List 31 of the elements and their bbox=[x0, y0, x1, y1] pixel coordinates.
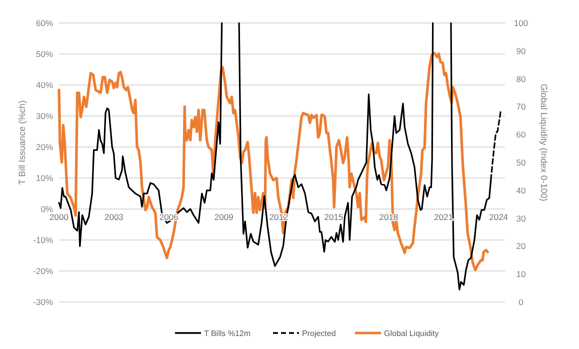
x-tick-label: 2015 bbox=[324, 212, 344, 222]
y-axis-title: T Bill Issuance (%ch) bbox=[17, 100, 27, 185]
y-tick-label: 30% bbox=[36, 110, 54, 121]
legend-label: Global Liquidity bbox=[384, 328, 439, 338]
y2-tick-label: 80 bbox=[516, 74, 526, 84]
legend-label: T Bills %12m bbox=[204, 328, 251, 338]
y2-tick-label: 30 bbox=[516, 213, 526, 224]
y2-tick-label: 70 bbox=[516, 102, 526, 112]
y2-tick-label: 60 bbox=[516, 130, 526, 140]
y-tick-label: 60% bbox=[36, 18, 54, 28]
y2-tick-label: 100 bbox=[514, 18, 528, 28]
y2-tick-label: 90 bbox=[516, 46, 526, 56]
legend-label: Projected bbox=[302, 328, 336, 338]
x-tick-label: 2024 bbox=[489, 212, 508, 222]
y2-tick-label: 10 bbox=[516, 269, 526, 280]
y-tick-label: -20% bbox=[33, 266, 54, 276]
y-tick-label: 50% bbox=[36, 48, 54, 59]
y-tick-label: 10% bbox=[36, 172, 54, 183]
x-tick-label: 2000 bbox=[50, 212, 69, 222]
y-tick-label: 20% bbox=[36, 142, 54, 152]
y2-tick-label: 20 bbox=[516, 241, 526, 252]
y2-tick-label: 40 bbox=[516, 185, 526, 196]
x-tick-label: 2003 bbox=[104, 212, 124, 222]
y2-tick-label: 50 bbox=[516, 157, 526, 168]
y2-axis-title: Global Liquidity (Index 0-100) bbox=[539, 84, 549, 202]
y-tick-label: 0% bbox=[40, 204, 54, 214]
y-tick-label: 40% bbox=[36, 80, 54, 90]
x-tick-label: 2009 bbox=[214, 212, 234, 222]
y-tick-label: -30% bbox=[33, 296, 54, 307]
y-tick-label: -10% bbox=[33, 234, 54, 245]
y2-tick-label: 0 bbox=[518, 296, 524, 307]
